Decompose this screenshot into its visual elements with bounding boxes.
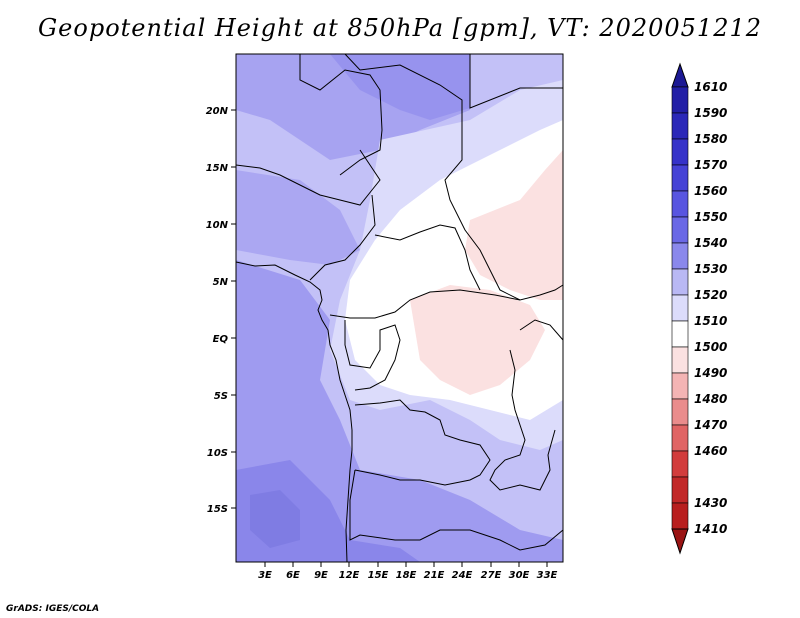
colorbar-label: 1480: [694, 392, 727, 406]
colorbar-label: 1590: [694, 106, 727, 120]
lon-axis: 3E 6E 9E 12E 15E 18E 21E 24E 27E 30E 33E: [258, 562, 558, 581]
border-line-2: [299, 54, 383, 176]
lon-label-30e: 30E: [509, 570, 530, 581]
lat-label-10s: 10S: [207, 448, 228, 459]
map-frame: [235, 53, 564, 563]
colorbar-label: 1510: [694, 314, 727, 328]
colorbar-label: 1560: [694, 184, 727, 198]
colorbar-segment: [671, 294, 689, 322]
lon-label-33e: 33E: [537, 570, 558, 581]
field-purple-mid-west: [236, 260, 563, 562]
lon-label-27e: 27E: [481, 570, 502, 581]
lat-label-5s: 5S: [214, 391, 228, 402]
border-line-7: [329, 289, 521, 319]
coastline-west: [235, 261, 353, 563]
border-line-5: [309, 194, 376, 281]
border-line-8: [344, 320, 401, 391]
field-pink-center: [410, 285, 545, 395]
lon-label-9e: 9E: [314, 570, 328, 581]
colorbar-segment: [671, 450, 689, 478]
field-pink-east: [465, 150, 563, 300]
colorbar-label: 1490: [694, 366, 727, 380]
colorbar-segment: [671, 190, 689, 218]
border-line-11: [489, 349, 556, 491]
border-line-6: [374, 224, 481, 291]
border-line-3: [344, 53, 564, 301]
colorbar-segment: [671, 164, 689, 192]
colorbar-label: 1580: [694, 132, 727, 146]
colorbar: 1610 1590 1580 1570 1560 1550 1540 1530 …: [671, 62, 727, 555]
colorbar-label: 1410: [694, 522, 727, 536]
colorbar-top-arrow: [671, 62, 689, 88]
lon-label-15e: 15E: [368, 570, 389, 581]
lon-label-21e: 21E: [424, 570, 445, 581]
colorbar-bottom-arrow: [671, 528, 689, 555]
colorbar-label: 1470: [694, 418, 727, 432]
border-line-12: [519, 319, 564, 341]
lat-label-15n: 15N: [206, 163, 229, 174]
field-purple-dark-sw: [250, 490, 300, 548]
colorbar-label: 1550: [694, 210, 727, 224]
footer-credit: GrADS: IGES/COLA: [6, 604, 100, 614]
borders: [235, 53, 564, 563]
lon-label-18e: 18E: [396, 570, 417, 581]
colorbar-segment: [671, 372, 689, 400]
border-line-1: [235, 149, 381, 206]
colorbar-segment: [671, 268, 689, 296]
colorbar-label: 1500: [694, 340, 727, 354]
colorbar-segment: [671, 242, 689, 270]
lat-label-10n: 10N: [206, 220, 229, 231]
colorbar-label: 1570: [694, 158, 727, 172]
border-line-4: [469, 54, 563, 109]
colorbar-label: 1530: [694, 262, 727, 276]
colorbar-segment: [671, 424, 689, 452]
border-line-10: [349, 469, 564, 551]
colorbar-label: 1610: [694, 80, 727, 94]
colorbar-segment: [671, 86, 689, 114]
colorbar-segment: [671, 398, 689, 426]
colorbar-segment: [671, 346, 689, 374]
lat-label-15s: 15S: [207, 504, 228, 515]
colorbar-segment: [671, 502, 689, 530]
colorbar-label: 1540: [694, 236, 727, 250]
border-line-9: [354, 399, 491, 486]
colorbar-label: 1520: [694, 288, 727, 302]
colorbar-segment: [671, 320, 689, 348]
lat-label-eq: EQ: [213, 334, 229, 345]
lat-label-20n: 20N: [206, 106, 229, 117]
field-purple-north-dark: [330, 54, 470, 120]
lon-label-12e: 12E: [339, 570, 360, 581]
colorbar-label: 1460: [694, 444, 727, 458]
lon-label-3e: 3E: [258, 570, 272, 581]
chart-title: Geopotential Height at 850hPa [gpm], VT:…: [38, 14, 762, 42]
colorbar-segment: [671, 476, 689, 504]
lon-label-6e: 6E: [286, 570, 300, 581]
colorbar-segment: [671, 112, 689, 140]
lat-axis: 20N 15N 10N 5N EQ 5S 10S 15S: [206, 106, 236, 515]
colorbar-segment: [671, 216, 689, 244]
lat-label-5n: 5N: [213, 277, 229, 288]
field-purple-west-band: [236, 170, 360, 265]
lon-label-24e: 24E: [452, 570, 473, 581]
colorbar-label: 1430: [694, 496, 727, 510]
colorbar-segment: [671, 138, 689, 166]
